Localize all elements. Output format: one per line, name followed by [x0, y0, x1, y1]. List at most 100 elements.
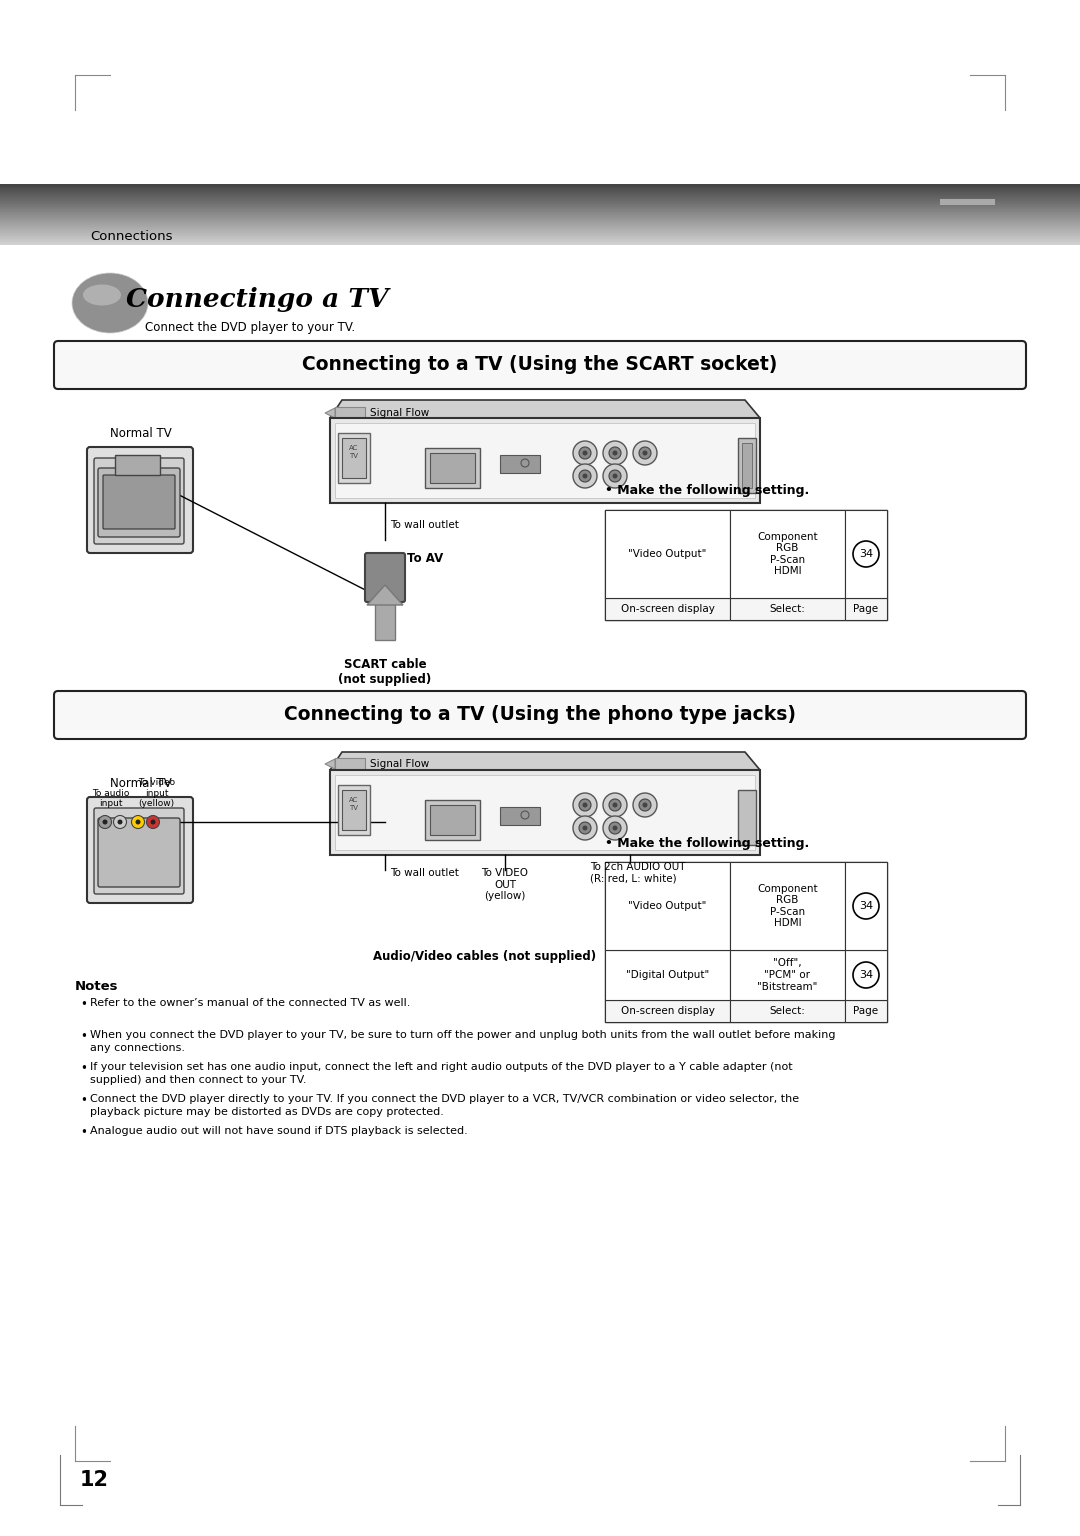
Bar	[335, 422, 755, 498]
Ellipse shape	[579, 822, 591, 834]
Bar	[114, 455, 160, 475]
Text: •: •	[80, 1094, 86, 1107]
Ellipse shape	[521, 459, 529, 467]
Text: On-screen display: On-screen display	[621, 1006, 715, 1015]
Text: "Digital Output": "Digital Output"	[626, 971, 710, 980]
Text: To AV: To AV	[407, 551, 443, 565]
FancyBboxPatch shape	[330, 770, 760, 856]
Polygon shape	[330, 753, 760, 770]
FancyBboxPatch shape	[87, 447, 193, 553]
Text: "Video Output": "Video Output"	[629, 902, 706, 911]
Ellipse shape	[603, 441, 627, 465]
Ellipse shape	[579, 799, 591, 811]
Ellipse shape	[643, 450, 648, 456]
Bar	[375, 601, 395, 641]
Polygon shape	[325, 759, 335, 770]
Text: Connecting to a TV (Using the phono type jacks): Connecting to a TV (Using the phono type…	[284, 705, 796, 725]
Ellipse shape	[579, 447, 591, 459]
Text: Analogue audio out will not have sound if DTS playback is selected.: Analogue audio out will not have sound i…	[90, 1126, 468, 1137]
Ellipse shape	[72, 273, 148, 333]
Bar	[0, 184, 1080, 187]
Text: To VIDEO
OUT
(yellow): To VIDEO OUT (yellow)	[482, 868, 528, 902]
Ellipse shape	[582, 473, 588, 479]
Ellipse shape	[135, 820, 140, 825]
Ellipse shape	[612, 450, 618, 456]
Text: Signal Flow: Signal Flow	[370, 409, 429, 418]
Bar	[738, 790, 756, 845]
Bar	[605, 949, 730, 1000]
Bar	[730, 1000, 845, 1021]
Text: If your television set has one audio input, connect the left and right audio out: If your television set has one audio inp…	[90, 1061, 793, 1086]
Bar	[730, 862, 845, 949]
Bar	[730, 949, 845, 1000]
Bar	[335, 407, 365, 419]
Text: TV: TV	[350, 805, 359, 811]
Ellipse shape	[573, 441, 597, 465]
Ellipse shape	[612, 473, 618, 479]
Ellipse shape	[573, 793, 597, 817]
Bar	[426, 449, 480, 488]
FancyBboxPatch shape	[54, 691, 1026, 739]
Text: SCART cable
(not supplied): SCART cable (not supplied)	[338, 657, 432, 687]
Text: •: •	[80, 998, 86, 1011]
Text: When you connect the DVD player to your TV, be sure to turn off the power and un: When you connect the DVD player to your …	[90, 1031, 836, 1054]
Ellipse shape	[633, 441, 657, 465]
Bar	[430, 805, 475, 836]
Text: "Video Output": "Video Output"	[629, 548, 706, 559]
Bar	[730, 510, 845, 598]
Text: AC: AC	[349, 445, 359, 452]
Text: Connect the DVD player directly to your TV. If you connect the DVD player to a V: Connect the DVD player directly to your …	[90, 1094, 799, 1117]
Text: AC: AC	[349, 797, 359, 803]
Text: Connect the DVD player to your TV.: Connect the DVD player to your TV.	[145, 321, 355, 333]
Ellipse shape	[643, 802, 648, 808]
FancyBboxPatch shape	[94, 458, 184, 544]
Text: Audio/Video cables (not supplied): Audio/Video cables (not supplied)	[374, 949, 596, 963]
Text: Connecting to a TV (Using the SCART socket): Connecting to a TV (Using the SCART sock…	[302, 355, 778, 375]
Text: To wall outlet: To wall outlet	[390, 868, 459, 879]
Bar	[342, 438, 366, 478]
Bar	[605, 862, 730, 949]
Ellipse shape	[582, 825, 588, 831]
Text: 34: 34	[859, 902, 873, 911]
Bar	[338, 785, 370, 836]
Text: Select:: Select:	[770, 604, 806, 614]
Ellipse shape	[853, 541, 879, 567]
Bar	[500, 806, 540, 825]
Bar	[605, 510, 887, 621]
Text: Notes: Notes	[75, 980, 119, 992]
FancyBboxPatch shape	[54, 341, 1026, 389]
Text: Connectingo a TV: Connectingo a TV	[126, 287, 389, 312]
Text: Connections: Connections	[90, 230, 173, 244]
Text: To video
input
(yellow): To video input (yellow)	[138, 779, 175, 808]
Bar	[940, 200, 995, 204]
Text: TV: TV	[350, 453, 359, 459]
Text: •: •	[80, 1031, 86, 1043]
Text: Select:: Select:	[770, 1006, 806, 1015]
Bar	[335, 776, 755, 849]
Text: "Off",
"PCM" or
"Bitstream": "Off", "PCM" or "Bitstream"	[757, 958, 818, 992]
Ellipse shape	[853, 962, 879, 988]
FancyBboxPatch shape	[98, 468, 180, 538]
Text: To wall outlet: To wall outlet	[390, 521, 459, 530]
Bar	[738, 438, 756, 493]
Text: Normal TV: Normal TV	[110, 427, 172, 439]
Polygon shape	[330, 399, 760, 418]
Text: • Make the following setting.: • Make the following setting.	[605, 484, 809, 498]
Ellipse shape	[573, 816, 597, 840]
Ellipse shape	[609, 470, 621, 482]
Text: Page: Page	[853, 604, 878, 614]
Ellipse shape	[132, 816, 145, 828]
FancyBboxPatch shape	[94, 808, 184, 894]
Text: Component
RGB
P-Scan
HDMI: Component RGB P-Scan HDMI	[757, 883, 818, 928]
Ellipse shape	[582, 450, 588, 456]
Text: 12: 12	[80, 1470, 109, 1490]
Ellipse shape	[118, 820, 122, 825]
Text: •: •	[80, 1126, 86, 1140]
Ellipse shape	[603, 816, 627, 840]
Ellipse shape	[633, 793, 657, 817]
Ellipse shape	[639, 447, 651, 459]
Bar	[335, 757, 365, 770]
Text: Component
RGB
P-Scan
HDMI: Component RGB P-Scan HDMI	[757, 531, 818, 576]
Bar	[845, 862, 887, 949]
Ellipse shape	[603, 464, 627, 488]
